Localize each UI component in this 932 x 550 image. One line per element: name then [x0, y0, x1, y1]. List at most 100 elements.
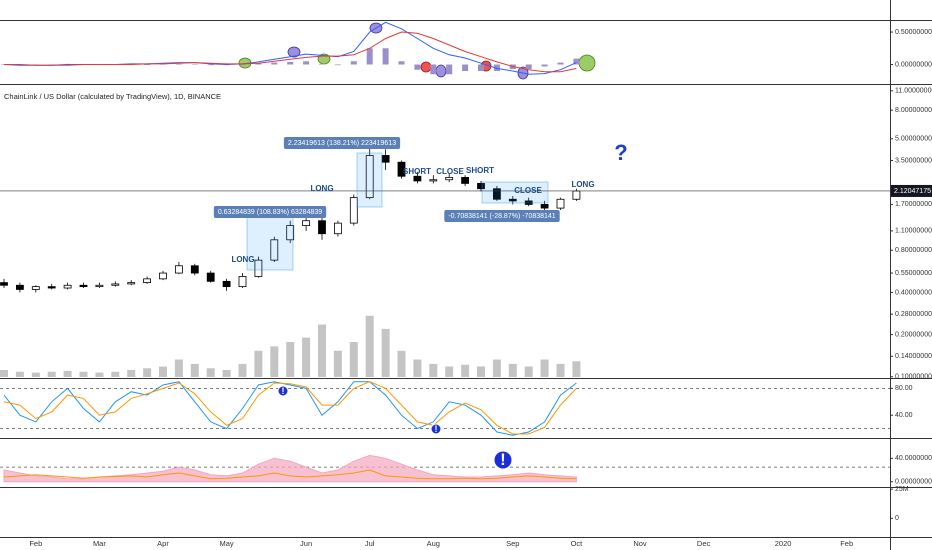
x-tick-label: Oct — [571, 539, 584, 548]
histogram-bar — [319, 63, 325, 65]
candle-body — [318, 220, 326, 235]
volume-bar — [540, 359, 549, 377]
measure-box — [246, 216, 294, 271]
volume-bar — [63, 370, 72, 377]
alert-text: ! — [435, 424, 438, 434]
volume-bar — [222, 370, 231, 377]
histogram-bar — [382, 48, 389, 65]
x-tick-label: Jun — [300, 539, 312, 548]
candle-body — [127, 282, 136, 285]
candle-body — [222, 280, 231, 288]
volume-bar — [333, 350, 342, 377]
histogram-bar — [541, 64, 548, 67]
candle-body — [159, 272, 167, 280]
y-tick-label: 0.40000000 — [895, 289, 932, 296]
x-tick-label: 2020 — [775, 539, 792, 548]
alert-icon — [277, 385, 289, 397]
volume-bar — [95, 372, 104, 377]
question-mark: ? — [614, 140, 627, 165]
volume-bar — [0, 370, 8, 377]
trade-annotation: CLOSE — [436, 167, 464, 176]
volume-bar — [15, 371, 24, 377]
x-tick-label: Aug — [427, 539, 440, 548]
y-tick-label: 5.00000000 — [895, 136, 932, 143]
volume-bar — [143, 368, 152, 377]
trade-annotation: LONG — [231, 255, 254, 264]
volume-bar — [47, 371, 56, 377]
alert-text: ! — [282, 386, 285, 396]
candle-body — [0, 282, 8, 286]
volume-bar — [190, 363, 199, 377]
volume-bar — [254, 350, 263, 377]
volume-bar — [349, 342, 358, 377]
x-tick-label: Dec — [697, 539, 711, 548]
volume-bar — [270, 346, 279, 377]
candle-body — [333, 222, 342, 235]
volume-bar — [508, 363, 517, 377]
x-tick-label: Feb — [29, 539, 42, 548]
volume-bar — [365, 315, 374, 377]
volume-bar — [206, 368, 215, 377]
measure-label-box — [213, 206, 327, 218]
measure-label: -0.70838141 (-28.87%) -70838141 — [448, 213, 556, 220]
alert-icon — [493, 450, 513, 470]
candle-body — [270, 239, 279, 261]
volume-bar — [159, 366, 167, 377]
candle-body — [47, 286, 56, 289]
histogram-bar — [573, 58, 580, 65]
histogram-bar — [144, 64, 151, 66]
histogram-bar — [287, 61, 294, 65]
candle-body — [572, 190, 581, 200]
x-tick-label: May — [220, 539, 234, 548]
candle-body — [63, 284, 72, 289]
last-price-label: 2.12047175 — [894, 188, 931, 195]
signal-marker — [420, 61, 432, 73]
y-tick-label: 40.00000000 — [895, 455, 932, 462]
x-tick-label: Sep — [506, 539, 519, 548]
volume-bar — [127, 370, 136, 377]
histogram-bar — [493, 64, 500, 72]
x-tick-label: Apr — [157, 539, 169, 548]
histogram-bar — [525, 64, 532, 70]
candle-body — [190, 265, 199, 274]
histogram-bar — [334, 64, 341, 66]
histogram-bar — [303, 61, 310, 65]
candle-body — [111, 283, 120, 286]
volume-bar — [477, 366, 485, 377]
histogram-bar — [557, 62, 564, 65]
x-tick-label: Jul — [365, 539, 375, 548]
candle-body — [143, 278, 152, 284]
trade-annotation: SHORT — [403, 167, 431, 176]
candle-body — [540, 204, 549, 209]
measure-label: 2.23419613 (138.21%) 223419613 — [288, 140, 396, 147]
candle-body — [492, 188, 501, 200]
volume-bar — [381, 328, 390, 377]
alert-text: ! — [500, 451, 505, 469]
y-tick-label: 25M — [895, 486, 909, 493]
candle-body — [413, 175, 422, 182]
candle-body — [381, 155, 390, 163]
indicator-line — [3, 381, 577, 435]
measure-box — [356, 152, 383, 208]
y-tick-label: 0.20000000 — [895, 331, 932, 338]
volume-bar — [79, 371, 88, 377]
volume-bar — [524, 366, 533, 377]
measure-label: 0.63284839 (108.83%) 63284839 — [218, 209, 322, 216]
candle-body — [397, 161, 406, 177]
histogram-bar — [255, 63, 262, 65]
trade-annotation: SHORT — [466, 166, 494, 175]
histogram-bar — [271, 62, 278, 65]
candle-body — [15, 284, 24, 290]
alert-icon — [430, 423, 442, 435]
candle-body — [524, 200, 533, 205]
indicator-line — [3, 381, 577, 436]
measure-label-box — [444, 210, 560, 222]
histogram-bar — [430, 64, 437, 75]
y-tick-label: 0.28000000 — [895, 311, 932, 318]
histogram-bar — [462, 64, 469, 72]
y-tick-label: 0.00000000 — [895, 479, 932, 486]
